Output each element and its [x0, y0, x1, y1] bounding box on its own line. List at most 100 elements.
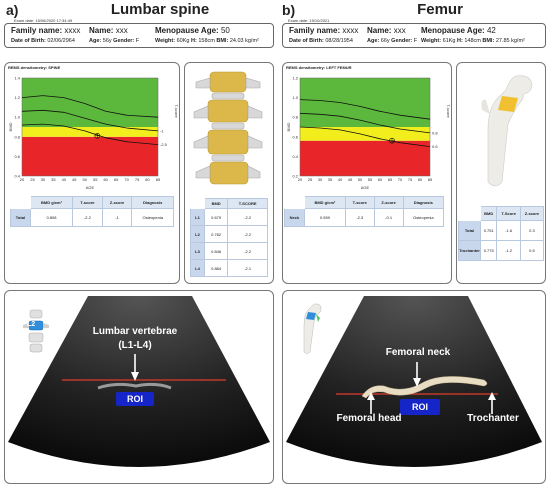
y-tick-label: 1.2 — [14, 95, 20, 100]
row-label-total: Total — [10, 208, 31, 227]
reference-curve — [21, 109, 159, 132]
femoral-neck-label: Femoral neck — [385, 347, 451, 358]
th-zscore: Z-score — [101, 196, 133, 209]
lumbar-spine-3d-icon — [193, 71, 263, 185]
td-l4-bmd: 0.884 — [203, 259, 229, 277]
dob-label: Date of Birth: — [289, 38, 324, 44]
zone-band — [22, 78, 158, 127]
td-diagnosis: Osteopenia — [402, 208, 445, 227]
td-troch-bmd: 0.775 — [479, 240, 498, 261]
th-zscore: Z-score — [373, 196, 404, 209]
weight-label: Weight: — [155, 38, 176, 44]
spine-summary-table: BMD g/cm² T-score Z-score Diagnosis Total 0.… — [10, 196, 174, 227]
x-tick-label: 40 — [62, 177, 67, 182]
y2-axis-label: T-score — [174, 104, 178, 118]
th-region-bmd: BMD — [479, 206, 498, 221]
patient-info-box-femur: Family name: xxxx Name: xxx Menopause Ag… — [282, 23, 546, 48]
row-label-neck: Neck — [284, 208, 305, 227]
exam-date: Exam date: 15/06/2020 17:34:49 — [14, 18, 73, 23]
x-tick-label: 45 — [348, 177, 353, 182]
menopause-value: 50 — [220, 26, 230, 35]
roi-box-femur: ROI — [400, 399, 440, 415]
row-label-l1: L1 — [190, 208, 205, 226]
spine-inset-icon — [23, 309, 49, 353]
dob-value: 02/06/2964 — [47, 38, 75, 44]
age-value: 56y — [102, 38, 112, 44]
x-tick-label: 60 — [378, 177, 383, 182]
y2-axis-label: T-score — [446, 104, 450, 118]
th-diagnosis: Diagnosis — [131, 196, 174, 209]
x-tick-label: 50 — [358, 177, 363, 182]
x-tick-label: 55 — [93, 177, 98, 182]
x-axis-label: AGE — [86, 185, 95, 190]
td-l2-bmd: 0.782 — [203, 225, 229, 243]
femur-inset-icon — [303, 303, 322, 354]
family-name-label: Family name: — [11, 26, 63, 35]
femur-ultrasound-image — [286, 296, 542, 467]
age-label: Age: — [367, 38, 380, 44]
t-score-tick-label: 0.6 — [432, 144, 438, 149]
x-tick-label: 30 — [41, 177, 46, 182]
td-tscore: -2.3 — [344, 208, 375, 227]
y-tick-label: 1.4 — [14, 76, 20, 81]
th-region-zscore: Z-score — [519, 206, 545, 221]
reference-curve — [299, 126, 431, 147]
y-tick-label: 0.2 — [292, 174, 298, 179]
y-tick-label: 0.4 — [14, 174, 20, 179]
td-troch-t: -1.2 — [496, 240, 521, 261]
x-tick-label: 80 — [418, 177, 423, 182]
x-axis-label: AGE — [361, 185, 370, 190]
t-score-tick-label: -1 — [160, 128, 164, 133]
panel-title-femur: Femur — [417, 1, 463, 18]
td-troch-z: 0.5 — [519, 240, 545, 261]
family-name-value: xxxx — [64, 26, 81, 35]
weight-value: 61Kg — [442, 38, 456, 44]
vertebra-table: BMD T-SCORE L1 0.679 -2.2 L2 0.782 -2.2 L3 0.8… — [190, 198, 268, 277]
gender-value: F — [135, 38, 140, 44]
reference-curve — [299, 112, 431, 134]
y-axis-label: BMD — [286, 122, 291, 131]
td-l1-bmd: 0.679 — [203, 208, 229, 226]
x-tick-label: 85 — [156, 177, 161, 182]
td-zscore: -0.1 — [373, 208, 404, 227]
th-bmd: BMD g/cm² — [29, 196, 74, 209]
family-name-value: xxxx — [342, 26, 359, 35]
roi-box-lumbar: ROI — [116, 392, 154, 406]
height-label: H: — [456, 38, 463, 44]
t-score-tick-label: 0.8 — [432, 130, 438, 135]
height-value: 158cm — [198, 38, 215, 44]
td-total-bmd: 0.751 — [479, 220, 498, 241]
height-label: H: — [190, 38, 197, 44]
row-label-l3: L3 — [190, 242, 205, 260]
x-tick-label: 65 — [388, 177, 393, 182]
bmi-value: 24.03 kg/m² — [229, 38, 259, 44]
x-tick-label: 40 — [338, 177, 343, 182]
y-tick-label: 0.6 — [14, 154, 20, 159]
y-tick-label: 1.0 — [292, 95, 298, 100]
plot-frame — [21, 77, 159, 177]
x-tick-label: 25 — [308, 177, 313, 182]
gender-label: Gender: — [113, 38, 135, 44]
femur-3d-icon — [481, 75, 533, 187]
lumbar-ultrasound-image — [8, 296, 270, 467]
femoral-head-label: Femoral head — [336, 413, 402, 424]
name-label: Name: — [367, 26, 392, 35]
y-tick-label: 0.4 — [292, 154, 298, 159]
x-tick-label: 35 — [328, 177, 333, 182]
td-l2-t: -2.2 — [227, 225, 268, 243]
chart-title-femur: REMS densitometry: LEFT FEMUR — [286, 65, 352, 70]
family-name-label: Family name: — [289, 26, 341, 35]
x-tick-label: 45 — [72, 177, 77, 182]
th-tscore: T-score — [344, 196, 375, 209]
femur-summary-table: BMD g/cm² T-score Z-score Diagnosis Neck 0.5… — [284, 196, 445, 227]
t-score-tick-label: -2.5 — [160, 142, 168, 147]
reference-curve — [299, 99, 431, 120]
row-label-trochanter: Trochanter — [458, 240, 481, 261]
row-label-total: Total — [458, 220, 481, 241]
trochanter-label: Trochanter — [467, 413, 519, 424]
y-tick-label: 1.2 — [292, 76, 298, 81]
th-tscore: T-score — [72, 196, 103, 209]
weight-label: Weight: — [421, 38, 442, 44]
dob-value: 08/28/1954 — [325, 38, 353, 44]
menopause-value: 42 — [486, 26, 496, 35]
